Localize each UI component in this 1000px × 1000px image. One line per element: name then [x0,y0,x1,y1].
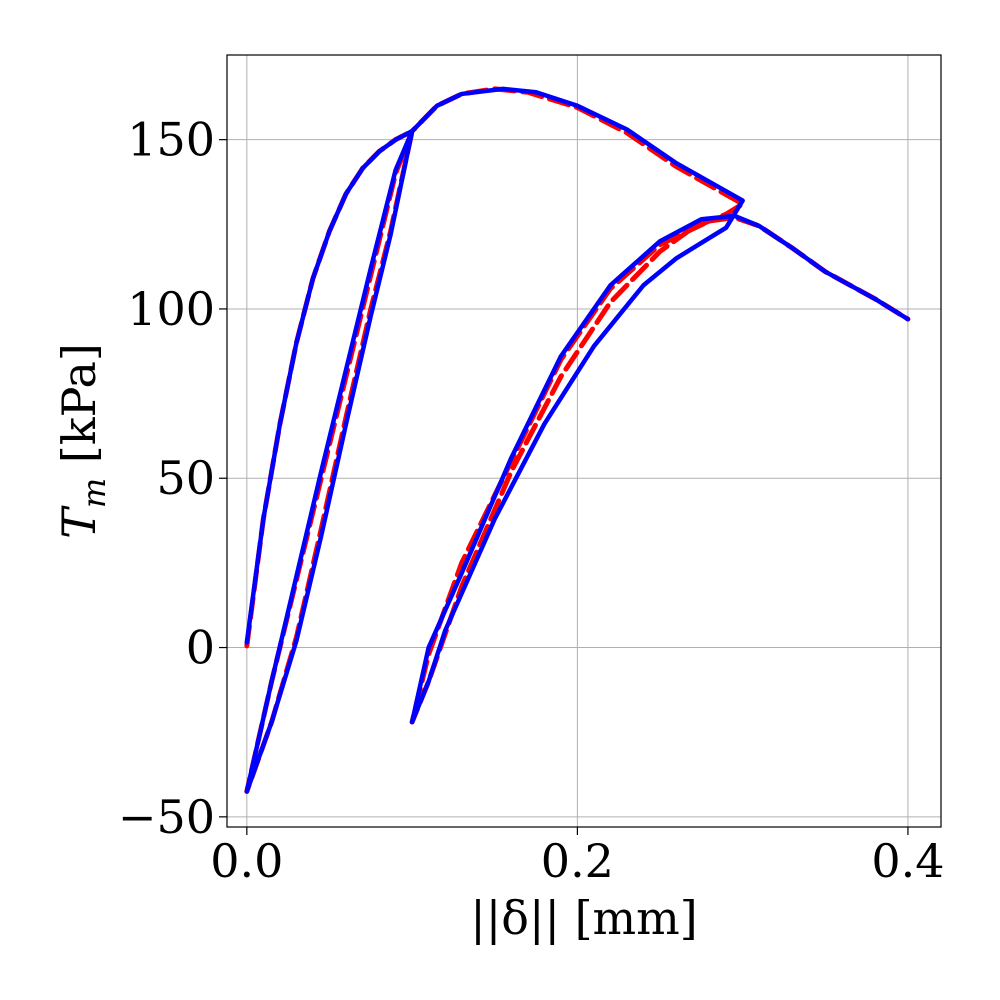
x-tick-label: 0.4 [871,834,944,888]
series-line-solid [244,86,911,794]
y-axis-label: Tm [kPa] [52,343,113,539]
x-tick-label: 0.0 [210,834,283,888]
y-tick-label: 50 [156,451,215,505]
series-layer [244,86,911,794]
tick-labels: 0.0 0.2 0.4 −50 0 50 100 150 [118,113,945,888]
y-axis-label-main: T [52,505,106,539]
x-axis-label: ||δ|| [mm] [470,891,697,945]
plot-frame [226,54,942,828]
y-tick-label: 150 [127,113,215,167]
grid [227,55,941,827]
y-axis-label-sub: m [75,478,113,508]
y-tick-label: 100 [127,282,215,336]
y-tick-label: −50 [118,790,215,844]
y-tick-label: 0 [186,621,215,675]
y-axis-label-unit: [kPa] [52,343,106,478]
ticks [219,139,909,835]
x-tick-label: 0.2 [541,834,614,888]
